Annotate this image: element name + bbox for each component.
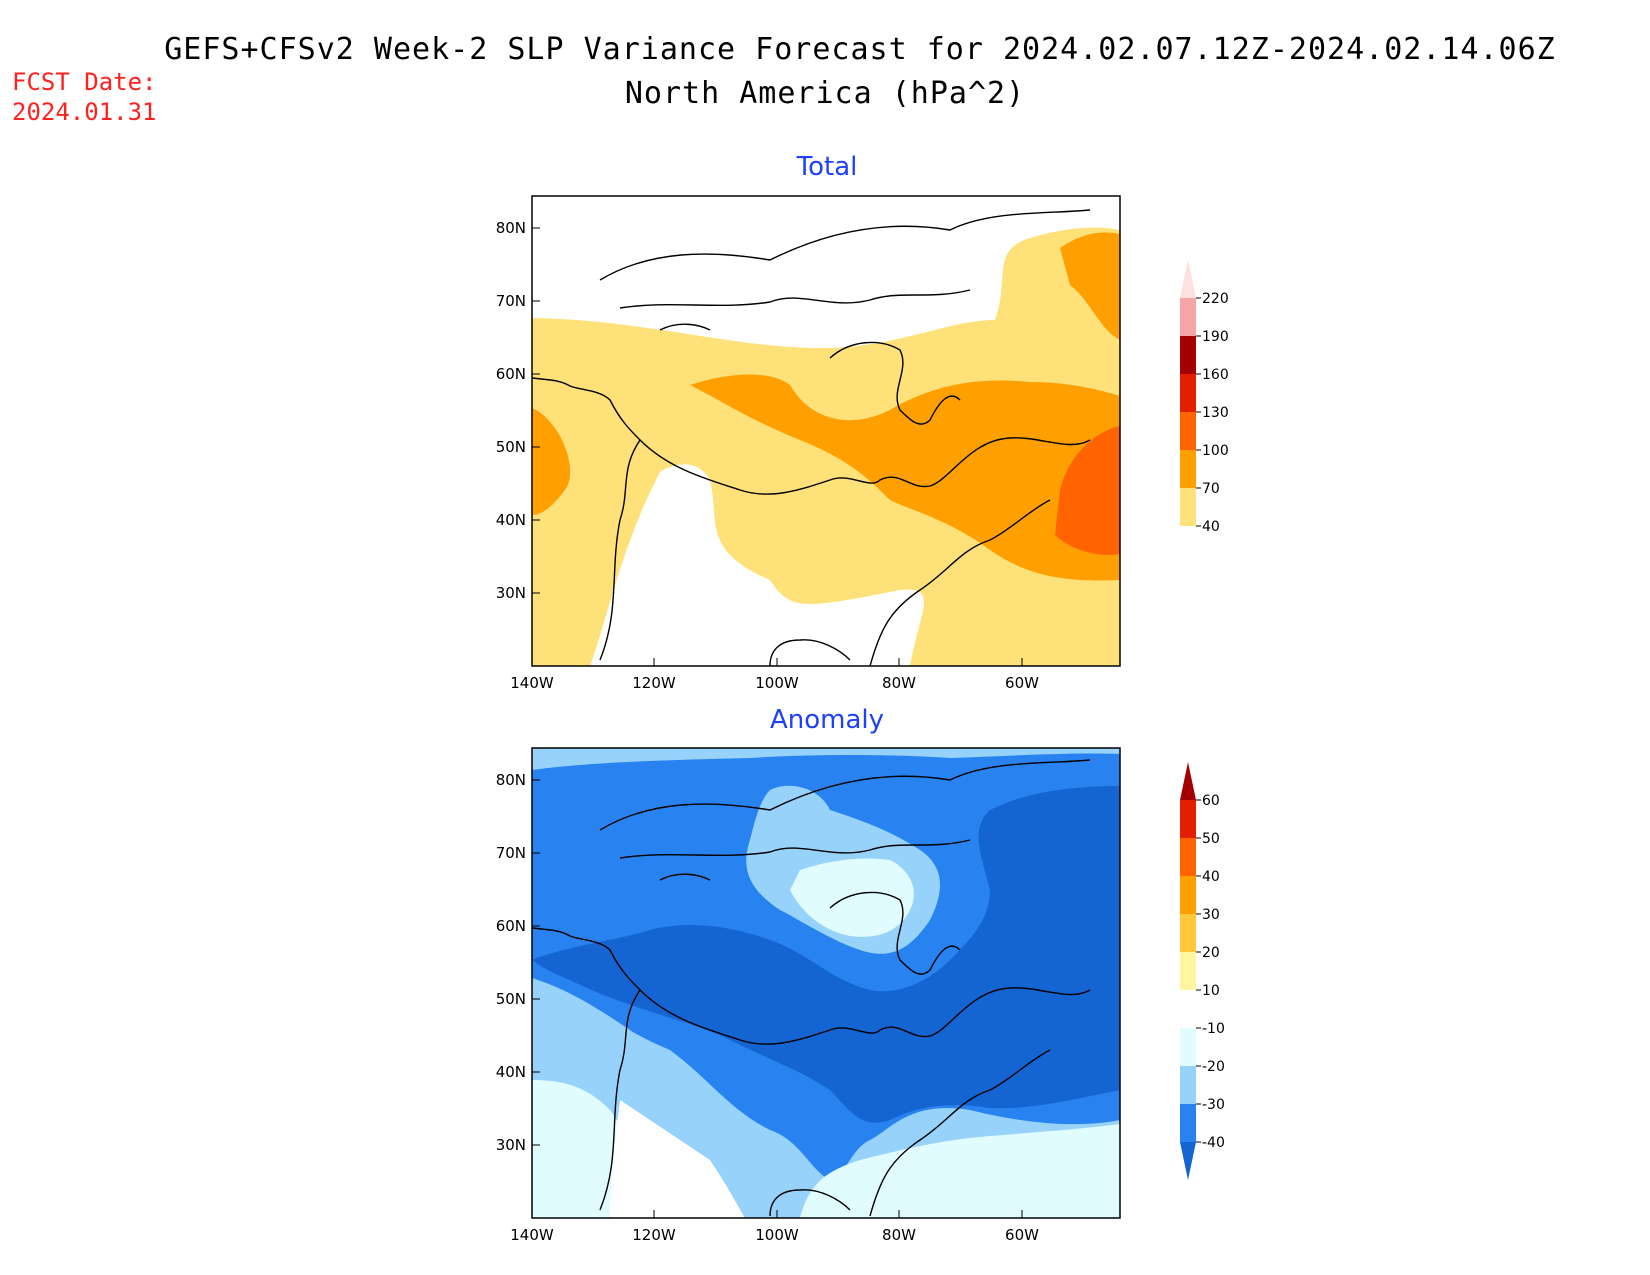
colorbar-segment xyxy=(1180,800,1196,838)
lat-label: 40N xyxy=(496,1063,526,1081)
total-coastlines xyxy=(532,209,1091,666)
colorbar-label: 160 xyxy=(1202,367,1229,383)
anomaly-shade-m10-m20-southeast xyxy=(800,1124,1120,1218)
colorbar-segment xyxy=(1180,914,1196,952)
colorbar-segment xyxy=(1180,1028,1196,1066)
colorbar-label: -30 xyxy=(1202,1097,1225,1113)
total-panel-title: Total xyxy=(796,152,858,182)
colorbar-label: 130 xyxy=(1202,405,1229,421)
colorbar-label: 20 xyxy=(1202,945,1220,961)
colorbar-segment xyxy=(1180,298,1196,336)
lon-label: 120W xyxy=(632,1226,676,1240)
anomaly-clear-southwest xyxy=(610,1100,745,1218)
lat-label: 50N xyxy=(496,438,526,456)
lat-label: 80N xyxy=(496,771,526,789)
total-map: 80N 70N 60N 50N 40N 30N 140W 120W 100W 80W 60W xyxy=(496,195,1121,690)
subtitle: North America (hPa^2) xyxy=(624,76,1026,111)
lat-label: 70N xyxy=(496,844,526,862)
colorbar-segment xyxy=(1180,876,1196,914)
total-frame xyxy=(531,195,1121,667)
colorbar-label: 40 xyxy=(1202,869,1220,885)
total-shade-70-100-arctic xyxy=(1060,232,1120,340)
lon-label: 100W xyxy=(755,1226,799,1240)
colorbar-bottom-arrow xyxy=(1180,1142,1196,1180)
total-clear-west xyxy=(590,464,924,666)
lon-label: 120W xyxy=(632,674,676,690)
anomaly-map: 80N 70N 60N 50N 40N 30N 140W 120W 100W 80W 60W xyxy=(496,747,1121,1240)
total-shade-70-100 xyxy=(690,374,1120,581)
colorbar-segment xyxy=(1180,336,1196,374)
lon-label: 140W xyxy=(510,674,554,690)
lat-label: 60N xyxy=(496,917,526,935)
lat-label: 60N xyxy=(496,365,526,383)
colorbar-segment xyxy=(1180,952,1196,990)
lat-label: 30N xyxy=(496,584,526,602)
anomaly-panel-title: Anomaly xyxy=(769,705,885,735)
lon-label: 140W xyxy=(510,1226,554,1240)
anomaly-coastlines xyxy=(532,759,1091,1217)
colorbar-segment xyxy=(1180,450,1196,488)
colorbar-top-arrow xyxy=(1180,762,1196,800)
colorbar-segment xyxy=(1180,374,1196,412)
colorbar-label: 40 xyxy=(1202,519,1220,535)
colorbar-top-arrow xyxy=(1180,260,1196,298)
total-colorbar: 220 190 160 130 100 70 40 xyxy=(1180,260,1229,535)
colorbar-label: 70 xyxy=(1202,481,1220,497)
anomaly-shade-m10-m20-center xyxy=(790,858,914,937)
lat-label: 50N xyxy=(496,990,526,1008)
forecast-date-value: 2024.01.31 xyxy=(12,98,157,126)
lat-label: 40N xyxy=(496,511,526,529)
colorbar-segment xyxy=(1180,488,1196,526)
anomaly-colorbar: 60 50 40 30 20 10 -10 -20 -30 -40 xyxy=(1180,762,1225,1180)
lon-label: 80W xyxy=(882,674,916,690)
forecast-date-label: FCST Date: xyxy=(12,68,157,96)
colorbar-segment xyxy=(1180,412,1196,450)
colorbar-label: 100 xyxy=(1202,443,1229,459)
lon-label: 60W xyxy=(1005,674,1039,690)
lon-label: 80W xyxy=(882,1226,916,1240)
colorbar-segment xyxy=(1180,1066,1196,1104)
colorbar-segment xyxy=(1180,1104,1196,1142)
colorbar-label: -10 xyxy=(1202,1021,1225,1037)
colorbar-segment xyxy=(1180,838,1196,876)
lat-label: 30N xyxy=(496,1136,526,1154)
colorbar-label: 50 xyxy=(1202,831,1220,847)
colorbar-label: -40 xyxy=(1202,1135,1225,1151)
total-shade-70-100-pacific xyxy=(532,408,571,515)
lat-label: 70N xyxy=(496,292,526,310)
lon-label: 60W xyxy=(1005,1226,1039,1240)
colorbar-label: 220 xyxy=(1202,291,1229,307)
total-shade-100-130 xyxy=(1055,426,1120,556)
main-title: GEFS+CFSv2 Week-2 SLP Variance Forecast … xyxy=(164,32,1556,67)
colorbar-label: -20 xyxy=(1202,1059,1225,1075)
colorbar-label: 10 xyxy=(1202,983,1220,999)
lat-label: 80N xyxy=(496,219,526,237)
anomaly-frame xyxy=(531,747,1121,1219)
anomaly-shade-lt-m40 xyxy=(532,786,1120,1123)
colorbar-label: 60 xyxy=(1202,793,1220,809)
lon-label: 100W xyxy=(755,674,799,690)
colorbar-label: 30 xyxy=(1202,907,1220,923)
colorbar-segment xyxy=(1180,990,1196,1028)
colorbar-label: 190 xyxy=(1202,329,1229,345)
